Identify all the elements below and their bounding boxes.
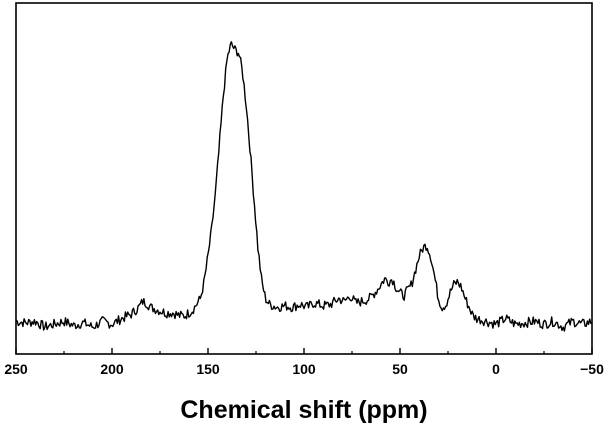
x-tick-label: 0: [492, 361, 500, 377]
x-axis-title: Chemical shift (ppm): [180, 396, 427, 424]
x-tick-label: 200: [100, 361, 124, 377]
spectrum-line: [15, 41, 593, 332]
x-tick-label: 150: [196, 361, 220, 377]
x-axis-tick-labels: 250 200 150 100 50 0 −50: [4, 361, 604, 377]
x-tick-label: 100: [292, 361, 316, 377]
x-tick-label: −50: [580, 361, 604, 377]
x-tick-label: 50: [392, 361, 408, 377]
x-axis-ticks: [15, 348, 593, 354]
x-tick-label: 250: [4, 361, 28, 377]
plot-frame: [15, 2, 593, 355]
